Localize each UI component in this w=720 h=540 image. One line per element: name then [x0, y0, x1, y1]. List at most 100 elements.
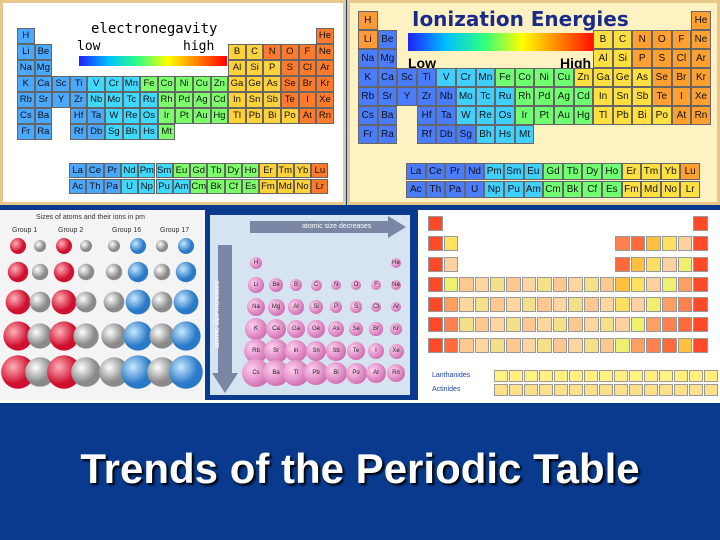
lanthanide-cell: Eu	[172, 163, 191, 178]
element-cell: C	[612, 30, 633, 49]
color-cell	[506, 297, 521, 312]
element-cell: Na	[17, 60, 35, 76]
element-cell: Fe	[140, 76, 158, 92]
actinide-cell: Bk	[562, 181, 583, 198]
sphere	[34, 240, 46, 252]
color-cell	[443, 236, 459, 252]
sphere	[147, 357, 177, 387]
element-cell: Ge	[612, 68, 633, 87]
color-cell	[428, 317, 443, 333]
lanthanide-cell: Tb	[207, 163, 225, 178]
element-cell: O	[652, 30, 672, 49]
color-cell	[474, 317, 490, 333]
atom-sphere: B	[289, 278, 303, 292]
element-cell: Mt	[514, 125, 535, 144]
lanthanide-cell: Nd	[464, 163, 485, 180]
color-cell	[630, 297, 646, 312]
f-block-cell	[629, 384, 643, 396]
element-cell: Si	[245, 60, 264, 76]
sphere	[153, 263, 171, 281]
element-cell: Ba	[34, 108, 53, 124]
element-cell: Al	[228, 60, 246, 76]
lanthanide-cell: Tm	[641, 163, 661, 180]
element-cell: Ti	[69, 76, 88, 92]
actinide-cell: No	[293, 179, 312, 194]
element-cell: Ar	[691, 49, 711, 68]
lanthanide-cell: Yb	[660, 163, 681, 180]
element-cell: Pt	[175, 108, 193, 124]
actinide-cell: Pa	[445, 181, 465, 198]
element-cell: Ta	[87, 108, 105, 124]
sphere	[123, 321, 153, 351]
element-cell: Rn	[691, 106, 711, 125]
sphere	[53, 261, 75, 283]
element-cell: Tc	[122, 92, 141, 108]
element-cell: Bi	[263, 108, 281, 124]
color-cell	[568, 337, 583, 353]
element-cell: Hs	[495, 125, 515, 144]
element-cell: Db	[436, 125, 456, 144]
element-cell: Nb	[87, 92, 105, 108]
atom-sphere: Po	[345, 362, 367, 384]
electronegativity-low-label: low	[77, 39, 101, 54]
element-cell: In	[593, 87, 613, 106]
actinide-cell: Es	[602, 181, 622, 198]
group-label-2: Group 2	[58, 227, 84, 234]
lanthanide-cell: Sm	[155, 163, 173, 178]
actinide-cell: Th	[86, 179, 104, 194]
element-cell: Rn	[316, 108, 334, 124]
atom-sphere: P	[329, 300, 343, 314]
actinide-cell: No	[660, 181, 681, 198]
slide-title: Trends of the Periodic Table	[80, 445, 640, 492]
element-cell: V	[87, 76, 105, 92]
element-cell: Li	[17, 44, 35, 60]
actinide-cell: Pu	[504, 181, 524, 198]
element-cell: Sc	[52, 76, 70, 92]
lanthanide-cell: Er	[259, 163, 277, 178]
color-cell	[506, 337, 521, 353]
sizes-title: Sizes of atoms and their ions in pm	[36, 214, 145, 221]
f-block-cell	[659, 384, 673, 396]
actinide-cell: Lr	[680, 181, 700, 198]
sphere	[149, 323, 175, 349]
element-cell: Rf	[69, 124, 88, 140]
element-cell: Nb	[436, 87, 456, 106]
atom-sphere: As	[328, 321, 344, 337]
actinide-cell: Np	[484, 181, 504, 198]
sphere	[3, 321, 33, 351]
actinide-cell: U	[120, 179, 139, 194]
f-block-cell	[584, 370, 598, 382]
atom-sphere: Br	[369, 322, 383, 336]
atom-sphere: At	[366, 363, 386, 383]
lanthanide-cell: Pr	[103, 163, 121, 178]
sphere	[73, 323, 99, 349]
element-cell: Tc	[475, 87, 496, 106]
color-cell	[490, 276, 505, 292]
color-cell	[615, 337, 630, 353]
element-cell: He	[316, 28, 334, 44]
color-cell	[677, 337, 693, 353]
color-cell	[677, 317, 693, 333]
color-cell	[521, 317, 537, 333]
color-cell	[568, 276, 583, 292]
lanthanide-cell: Ce	[425, 163, 446, 180]
atom-sphere: K	[245, 318, 267, 340]
element-cell: Mn	[122, 76, 141, 92]
sphere	[27, 323, 53, 349]
element-cell: Bh	[122, 124, 141, 140]
element-cell: Pd	[534, 87, 554, 106]
actinide-cell: Np	[138, 179, 156, 194]
color-cell	[537, 317, 552, 333]
sphere	[99, 357, 129, 387]
actinide-cell: Am	[172, 179, 191, 194]
atom-sphere: Na	[246, 297, 266, 317]
color-cell	[521, 276, 537, 292]
color-cell	[443, 256, 459, 272]
atom-sphere: Ge	[307, 320, 325, 338]
element-cell: Sr	[34, 92, 53, 108]
sphere	[125, 289, 151, 315]
actinide-cell: Es	[242, 179, 260, 194]
atom-sphere: Te	[347, 342, 365, 360]
element-cell: H	[17, 28, 35, 44]
color-cell	[537, 297, 552, 312]
